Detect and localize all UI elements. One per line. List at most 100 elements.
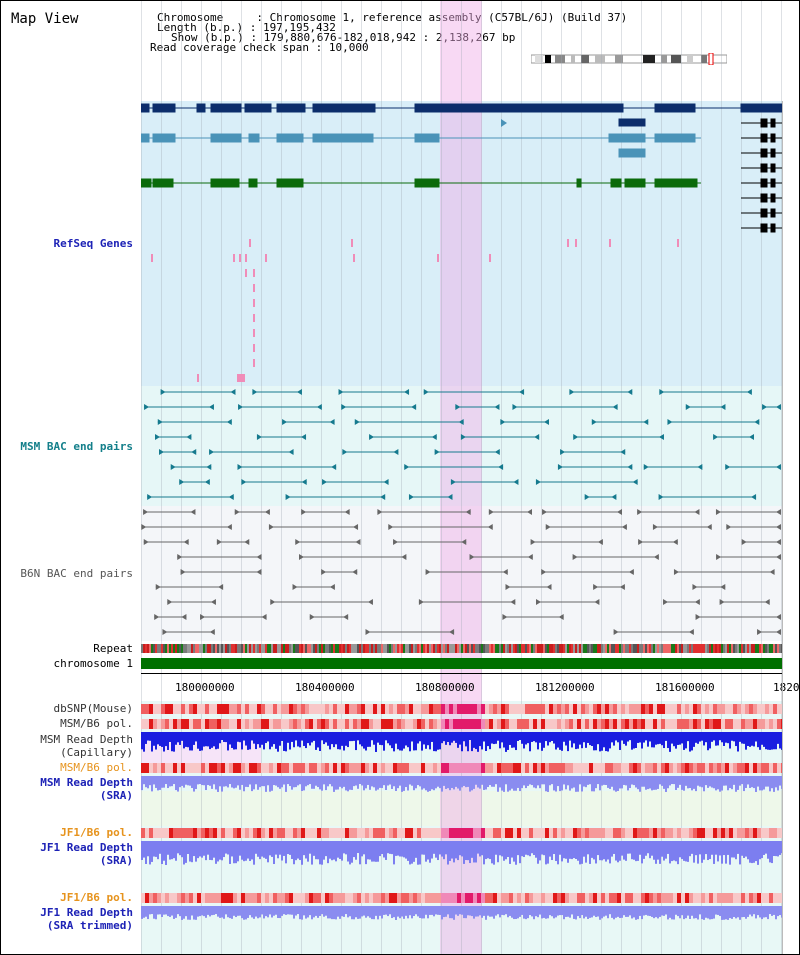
bac-end-right xyxy=(487,524,493,530)
heat-cell xyxy=(353,828,357,838)
label-jf1-depth-sra[interactable]: JF1 Read Depth (SRA) xyxy=(40,841,133,867)
heat-cell xyxy=(577,763,581,773)
depth-bar xyxy=(739,732,741,742)
refseq-genes-track[interactable] xyxy=(141,101,782,386)
heat-cell xyxy=(169,763,173,773)
depth-bar xyxy=(435,841,437,858)
repeat-segment xyxy=(387,644,389,653)
depth-bar xyxy=(427,906,429,919)
bac-end-left xyxy=(369,434,375,440)
depth-bar xyxy=(205,906,207,918)
grid-line xyxy=(441,1,442,954)
label-chromosome[interactable]: chromosome 1 xyxy=(53,657,133,670)
label-jf1-pol-1[interactable]: JF1/B6 pol. xyxy=(60,826,133,839)
heat-cell xyxy=(737,719,741,729)
heat-cell xyxy=(709,828,713,838)
jf1-pol-heatstrip-1[interactable] xyxy=(141,828,782,838)
gene-row-1[interactable] xyxy=(141,103,782,127)
heat-cell xyxy=(713,704,717,714)
bac-end-left xyxy=(638,539,644,545)
repeat-segment xyxy=(141,644,143,653)
depth-bar xyxy=(661,776,663,786)
heat-cell xyxy=(589,828,593,838)
repeat-segment xyxy=(715,644,717,653)
label-refseq-genes[interactable]: RefSeq Genes xyxy=(53,237,133,250)
bac-end-left xyxy=(155,584,161,590)
depth-bar xyxy=(761,841,763,859)
heat-cell xyxy=(561,704,565,714)
heat-cell xyxy=(205,763,209,773)
depth-bar xyxy=(499,906,501,918)
heat-cell xyxy=(493,893,497,903)
label-repeat[interactable]: Repeat xyxy=(93,642,133,655)
chromosome-ideogram[interactable] xyxy=(531,53,727,65)
depth-bar xyxy=(659,841,661,864)
label-jf1-pol-2[interactable]: JF1/B6 pol. xyxy=(60,891,133,904)
label-msm-pol-1[interactable]: MSM/B6 pol. xyxy=(60,717,133,730)
msm-pol-heatstrip-2[interactable] xyxy=(141,763,782,773)
label-jf1-depth-trimmed[interactable]: JF1 Read Depth (SRA trimmed) xyxy=(40,906,133,932)
depth-bar xyxy=(529,841,531,857)
jf1-pol-heatstrip-2[interactable] xyxy=(141,893,782,903)
heat-cell xyxy=(509,704,513,714)
repeat-segment xyxy=(581,644,583,653)
depth-bar xyxy=(743,906,745,918)
gene-row-2[interactable] xyxy=(141,133,701,158)
depth-bar xyxy=(233,841,235,864)
depth-bar xyxy=(511,906,513,918)
bac-end-left xyxy=(342,449,348,455)
repeat-segment xyxy=(543,644,545,653)
msm-depth-sra[interactable] xyxy=(141,776,782,796)
bac-end-right xyxy=(329,419,335,425)
depth-bar xyxy=(345,841,347,855)
heat-cell xyxy=(685,704,689,714)
gene-row-4[interactable] xyxy=(741,118,782,233)
heat-cell xyxy=(517,828,521,838)
heat-cell xyxy=(465,719,469,729)
depth-bar xyxy=(285,776,287,792)
depth-bar xyxy=(419,776,421,787)
depth-bar xyxy=(409,841,411,865)
label-msm-depth-capillary[interactable]: MSM Read Depth (Capillary) xyxy=(40,733,133,759)
label-msm-pol-2[interactable]: MSM/B6 pol. xyxy=(60,761,133,774)
heat-cell xyxy=(697,704,701,714)
depth-bar xyxy=(299,732,301,748)
label-dbsnp[interactable]: dbSNP(Mouse) xyxy=(53,702,133,715)
depth-bar xyxy=(779,841,781,855)
depth-bar xyxy=(775,841,777,857)
heat-cell xyxy=(361,893,365,903)
repeat-track[interactable] xyxy=(141,644,782,653)
heat-cell xyxy=(361,828,365,838)
bac-end-left xyxy=(167,599,173,605)
gene-row-3[interactable] xyxy=(141,178,701,188)
jf1-depth-trimmed[interactable] xyxy=(141,906,782,920)
label-msm-depth-sra[interactable]: MSM Read Depth (SRA) xyxy=(40,776,133,802)
jf1-depth-sra[interactable] xyxy=(141,841,782,866)
depth-bar xyxy=(483,841,485,865)
depth-bar xyxy=(327,732,329,746)
heat-cell xyxy=(309,704,313,714)
depth-bar xyxy=(669,732,671,752)
depth-bar xyxy=(505,841,507,860)
highlight-region[interactable] xyxy=(440,1,482,954)
depth-bar xyxy=(553,906,555,919)
bac-end-right xyxy=(316,404,322,410)
heat-cell xyxy=(413,893,417,903)
depth-bar xyxy=(569,776,571,791)
label-msm-bac[interactable]: MSM BAC end pairs xyxy=(20,440,133,453)
repeat-segment xyxy=(361,644,363,653)
bac-end-right xyxy=(720,404,726,410)
bac-end-left xyxy=(584,494,590,500)
b6n-bac-pairs-track[interactable] xyxy=(141,506,782,641)
depth-bar xyxy=(779,906,781,916)
label-b6n-bac[interactable]: B6N BAC end pairs xyxy=(20,567,133,580)
msm-pol-heatstrip-1[interactable] xyxy=(141,719,782,729)
bac-end-right xyxy=(527,554,533,560)
msm-depth-capillary[interactable] xyxy=(141,732,782,752)
depth-bar xyxy=(467,841,469,861)
chromosome-bar[interactable] xyxy=(141,658,782,669)
msm-bac-pairs-track[interactable] xyxy=(141,386,782,506)
dbsnp-heatstrip[interactable] xyxy=(141,704,782,714)
depth-bar xyxy=(385,841,387,860)
axis-tick-1: 180000000 xyxy=(175,681,235,694)
